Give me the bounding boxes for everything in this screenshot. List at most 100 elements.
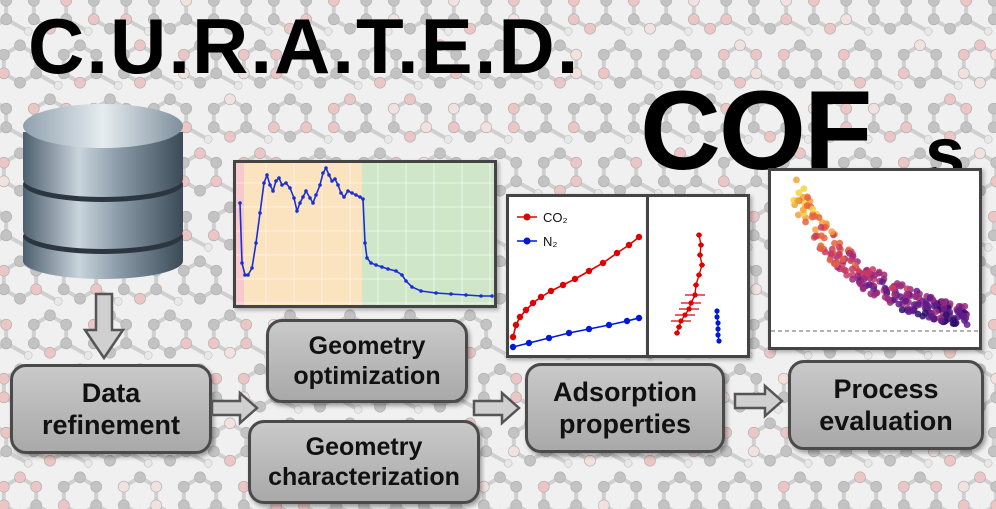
profile2-blue-point bbox=[715, 326, 721, 332]
atom bbox=[584, 93, 596, 106]
atom bbox=[83, 351, 93, 360]
atom bbox=[748, 0, 760, 7]
atom bbox=[510, 372, 522, 385]
profile2-blue-point bbox=[715, 320, 721, 326]
atom bbox=[683, 459, 693, 468]
profile-point bbox=[394, 269, 398, 273]
n2-point bbox=[545, 334, 553, 342]
atom bbox=[494, 147, 506, 160]
atom bbox=[328, 102, 340, 115]
atom bbox=[208, 229, 220, 242]
atom bbox=[960, 13, 972, 26]
profile-point bbox=[284, 181, 288, 185]
atom bbox=[203, 351, 213, 360]
atom bbox=[360, 121, 372, 134]
atom bbox=[778, 48, 790, 61]
atom bbox=[748, 13, 760, 26]
atom bbox=[630, 48, 642, 61]
atom bbox=[990, 67, 996, 80]
scatter-point bbox=[809, 205, 817, 213]
scatter-point bbox=[951, 320, 959, 327]
atom bbox=[928, 0, 940, 7]
atom bbox=[240, 318, 252, 331]
atom bbox=[508, 102, 520, 115]
atom bbox=[658, 156, 670, 169]
atom bbox=[688, 13, 700, 26]
atom bbox=[150, 67, 162, 80]
profile2-red-point bbox=[696, 272, 702, 278]
atom bbox=[750, 264, 762, 277]
atom bbox=[870, 67, 882, 80]
atom bbox=[780, 0, 792, 7]
atom bbox=[930, 67, 942, 80]
atom bbox=[404, 93, 416, 106]
atom bbox=[900, 13, 912, 26]
profile-point bbox=[346, 189, 350, 193]
atom bbox=[923, 135, 933, 144]
atom bbox=[323, 27, 333, 36]
atom bbox=[164, 309, 176, 322]
profile2-red-point bbox=[688, 300, 694, 306]
atom bbox=[314, 76, 326, 89]
atom bbox=[898, 499, 910, 509]
atom bbox=[434, 39, 446, 52]
atom bbox=[203, 27, 213, 36]
atom bbox=[510, 391, 522, 404]
atom bbox=[898, 48, 910, 61]
region-green bbox=[362, 163, 494, 305]
atom bbox=[508, 13, 520, 26]
atom bbox=[478, 499, 490, 509]
atom bbox=[958, 499, 970, 509]
atom bbox=[494, 363, 506, 376]
atom bbox=[194, 184, 206, 197]
co2-point bbox=[509, 333, 517, 341]
atom bbox=[974, 147, 986, 160]
scatter-point bbox=[867, 290, 875, 298]
process-evaluation-box: Process evaluation bbox=[788, 360, 984, 450]
scatter-point bbox=[939, 298, 947, 306]
atom bbox=[563, 27, 573, 36]
scatter-point bbox=[860, 270, 868, 277]
profile-point bbox=[277, 176, 281, 180]
n2-point bbox=[623, 317, 631, 325]
atom bbox=[600, 102, 612, 115]
atom bbox=[598, 499, 610, 509]
legend-co2-label: CO₂ bbox=[543, 210, 568, 225]
scatter-point bbox=[880, 271, 888, 279]
atom bbox=[944, 22, 956, 35]
profile2-blue-point bbox=[715, 332, 721, 338]
atom bbox=[180, 0, 192, 7]
atom bbox=[898, 67, 910, 80]
profile-point bbox=[342, 195, 346, 199]
atom bbox=[840, 121, 852, 134]
atom bbox=[150, 48, 162, 61]
atom bbox=[554, 147, 566, 160]
atom bbox=[764, 130, 776, 143]
atom bbox=[660, 102, 672, 115]
atom bbox=[194, 39, 206, 52]
atom bbox=[450, 48, 462, 61]
atom bbox=[434, 76, 446, 89]
profile-point bbox=[449, 292, 453, 296]
atom bbox=[974, 76, 986, 89]
atom bbox=[390, 48, 402, 61]
atom bbox=[210, 283, 222, 296]
atom bbox=[208, 210, 220, 223]
atom bbox=[0, 121, 12, 134]
scatter-point bbox=[938, 317, 945, 325]
atom bbox=[750, 480, 762, 493]
atom bbox=[30, 480, 42, 493]
atom bbox=[808, 0, 820, 7]
atom bbox=[60, 13, 72, 26]
scatter-point bbox=[804, 194, 812, 201]
atom bbox=[750, 156, 762, 169]
profile-chart bbox=[236, 163, 494, 305]
atom bbox=[14, 471, 26, 484]
atom bbox=[824, 454, 836, 467]
atom bbox=[464, 130, 476, 143]
atom bbox=[584, 454, 596, 467]
atom bbox=[194, 292, 206, 305]
profile-point bbox=[280, 183, 284, 187]
atom bbox=[360, 0, 372, 7]
atom bbox=[164, 22, 176, 35]
